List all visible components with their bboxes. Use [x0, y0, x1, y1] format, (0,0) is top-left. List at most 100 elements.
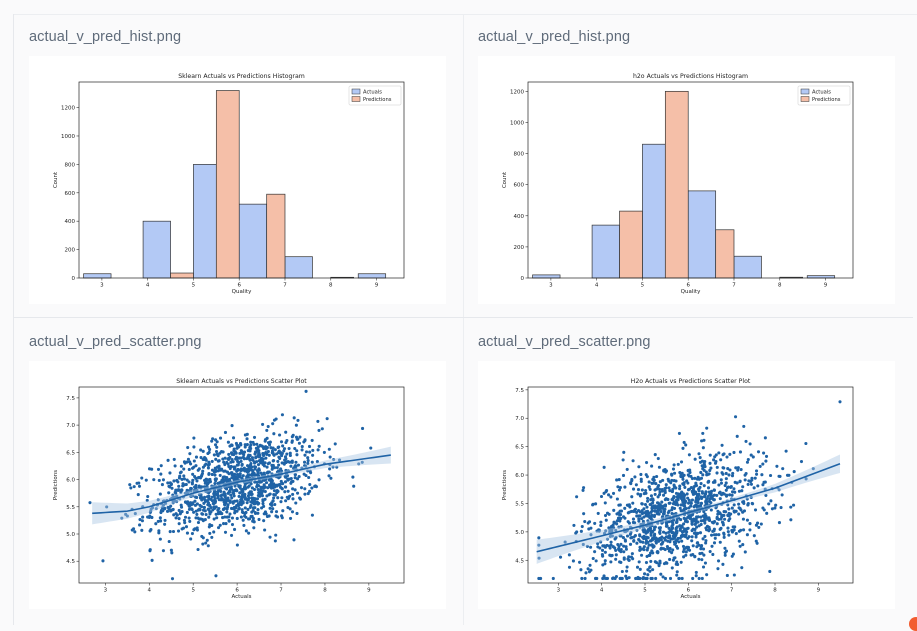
artifact-image-card[interactable]: Sklearn Actuals vs Predictions Scatter P… [29, 361, 446, 609]
scatter-point [675, 560, 678, 563]
scatter-point [579, 568, 582, 571]
scatter-point [172, 479, 175, 482]
scatter-point [254, 473, 257, 476]
scatter-point [575, 530, 578, 533]
scatter-point [281, 413, 284, 416]
scatter-point [303, 493, 306, 496]
panel-filename[interactable]: actual_v_pred_scatter.png [29, 334, 202, 350]
scatter-point [317, 478, 320, 481]
scatter-point [683, 441, 686, 444]
scatter-point [701, 490, 704, 493]
scatter-point [236, 444, 239, 447]
predictions-bar [665, 91, 688, 278]
scatter-point [167, 491, 170, 494]
scatter-point [580, 530, 583, 533]
scatter-point [252, 509, 255, 512]
scatter-point [257, 484, 260, 487]
scatter-point [612, 523, 615, 526]
scatter-point [659, 573, 662, 576]
scatter-point [728, 493, 731, 496]
floating-badge[interactable] [909, 617, 917, 631]
scatter-point [578, 561, 581, 564]
scatter-point [270, 510, 273, 513]
scatter-point [227, 458, 230, 461]
scatter-point [696, 520, 699, 523]
scatter-point [630, 556, 633, 559]
scatter-point [162, 549, 165, 552]
panel-filename[interactable]: actual_v_pred_hist.png [478, 29, 630, 45]
scatter-point [229, 501, 232, 504]
scatter-point [278, 433, 281, 436]
scatter-point [225, 510, 228, 513]
panel-filename[interactable]: actual_v_pred_scatter.png [478, 334, 651, 350]
scatter-point [623, 507, 626, 510]
scatter-point [210, 536, 213, 539]
scatter-point [215, 469, 218, 472]
y-tick-label: 400 [514, 214, 525, 220]
scatter-point [213, 507, 216, 510]
scatter-point [311, 449, 314, 452]
scatter-point [292, 538, 295, 541]
scatter-point [646, 529, 649, 532]
scatter-point [266, 470, 269, 473]
scatter-point [638, 514, 641, 517]
scatter-point [195, 496, 198, 499]
scatter-point [178, 509, 181, 512]
scatter-point [352, 485, 355, 488]
scatter-point [672, 495, 675, 498]
scatter-point [677, 463, 680, 466]
scatter-point [247, 449, 250, 452]
scatter-point [653, 488, 656, 491]
scatter-point [630, 479, 633, 482]
scatter-point [690, 539, 693, 542]
actuals-bar [533, 275, 560, 278]
scatter-point [238, 507, 241, 510]
scatter-point [688, 517, 691, 520]
scatter-point [276, 460, 279, 463]
scatter-point [604, 501, 607, 504]
scatter-point [683, 528, 686, 531]
scatter-point [703, 495, 706, 498]
scatter-point [351, 476, 354, 479]
scatter-point [584, 571, 587, 574]
scatter-point [198, 504, 201, 507]
scatter-point [719, 458, 722, 461]
scatter-point [326, 417, 329, 420]
artifact-image-card[interactable]: Sklearn Actuals vs Predictions Histogram… [29, 56, 446, 304]
scatter-point [201, 542, 204, 545]
scatter-point [284, 486, 287, 489]
scatter-point [644, 489, 647, 492]
scatter-point [237, 461, 240, 464]
scatter-point [733, 491, 736, 494]
scatter-point [236, 517, 239, 520]
scatter-point [723, 547, 726, 550]
scatter-point [777, 475, 780, 478]
scatter-point [702, 547, 705, 550]
scatter-point [668, 540, 671, 543]
scatter-point [262, 487, 265, 490]
scatter-point [679, 529, 682, 532]
scatter-point [304, 474, 307, 477]
scatter-point [754, 508, 757, 511]
scatter-point [678, 494, 681, 497]
actuals-bar [143, 221, 170, 278]
scatter-point [198, 508, 201, 511]
actuals-bar [734, 256, 761, 278]
scatter-point [256, 508, 259, 511]
y-tick-label: 5.0 [66, 532, 75, 538]
scatter-point [687, 548, 690, 551]
scatter-point [216, 466, 219, 469]
scatter-point [209, 498, 212, 501]
scatter-point [710, 495, 713, 498]
scatter-point [146, 495, 149, 498]
scatter-point [693, 505, 696, 508]
scatter-point [211, 460, 214, 463]
scatter-point [639, 473, 642, 476]
scatter-point [701, 577, 704, 580]
scatter-point [568, 566, 571, 569]
scatter-point [695, 571, 698, 574]
panel-filename[interactable]: actual_v_pred_hist.png [29, 29, 181, 45]
scatter-point [657, 512, 660, 515]
